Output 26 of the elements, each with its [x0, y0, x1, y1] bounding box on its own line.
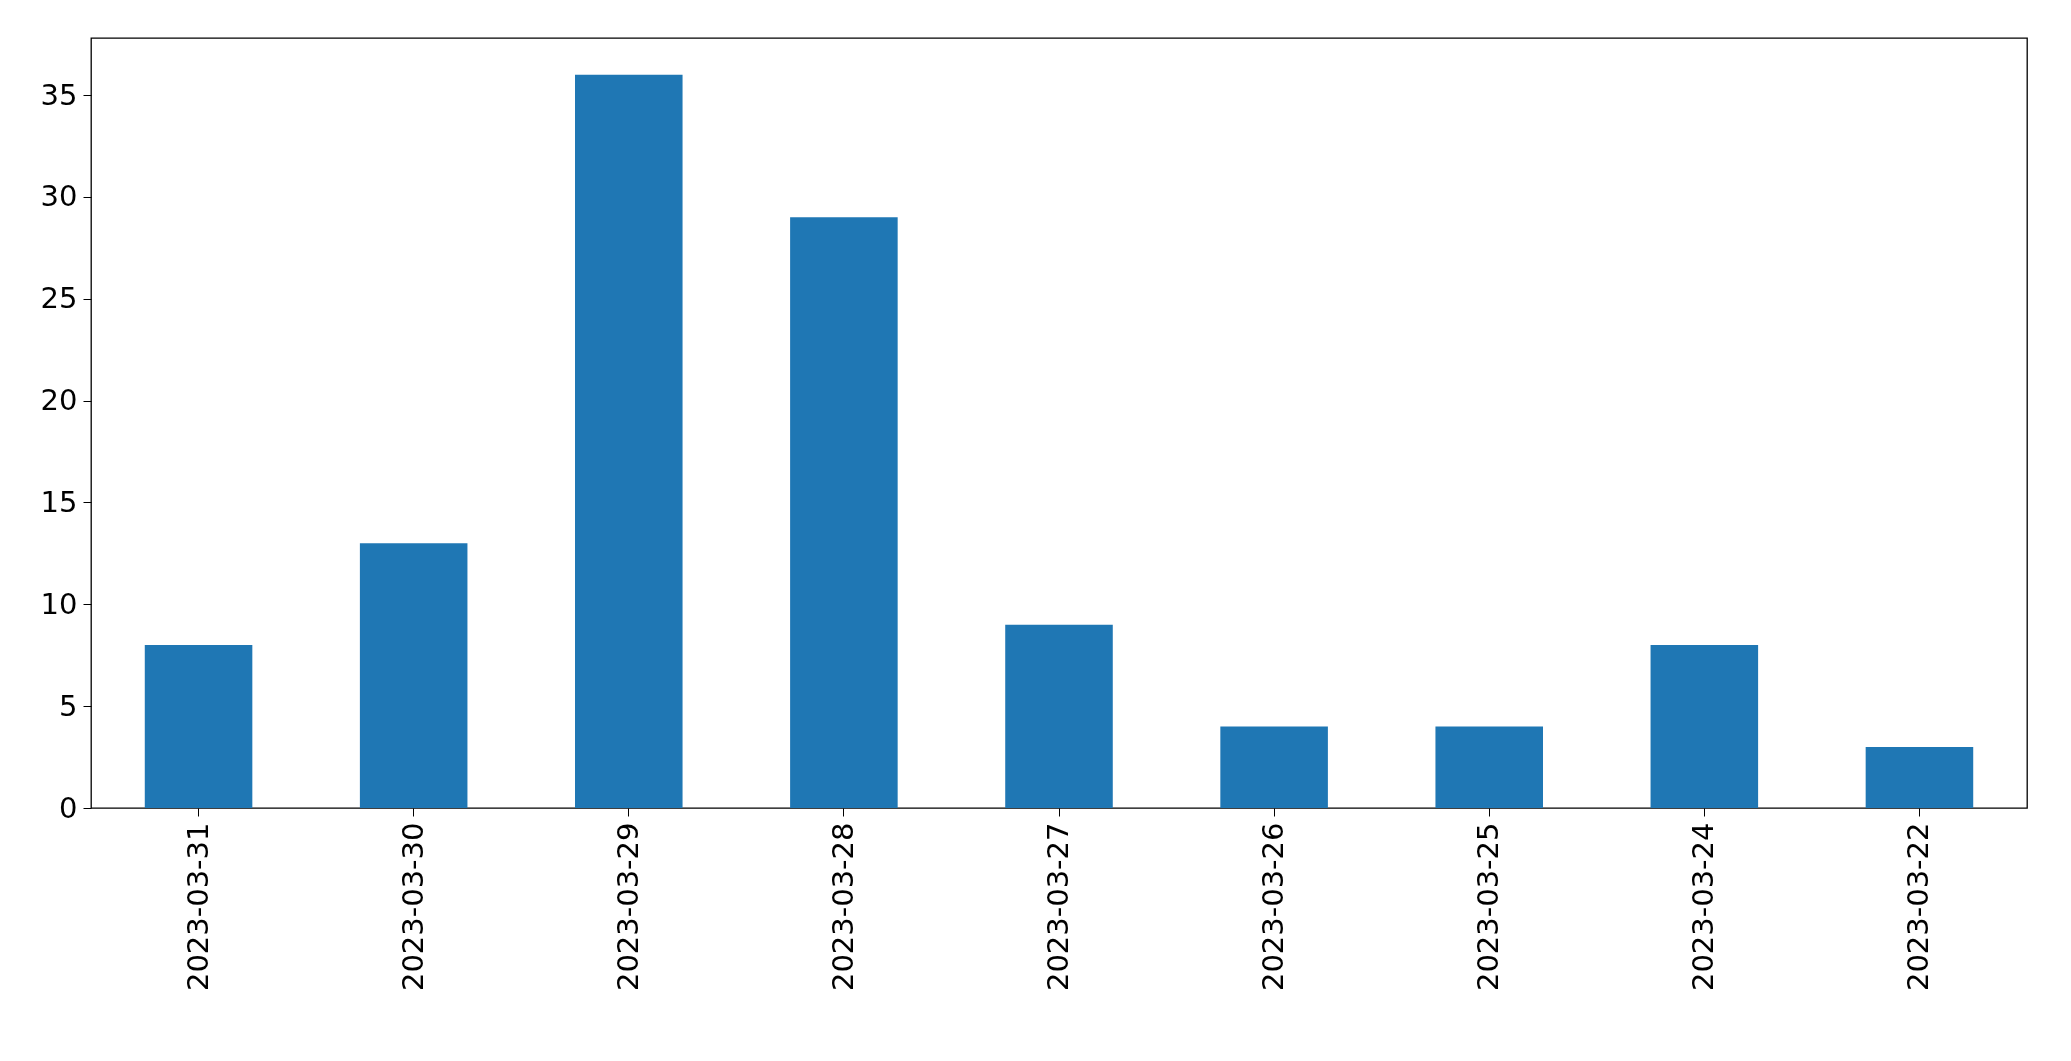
bar	[1005, 624, 1113, 808]
x-tick-label: 2023-03-24	[1686, 822, 1721, 992]
bar	[575, 74, 683, 808]
y-tick-label: 30	[40, 179, 78, 214]
y-tick-label: 5	[59, 688, 78, 723]
y-tick-label: 10	[40, 586, 78, 621]
y-tick-label: 25	[40, 281, 78, 316]
bar	[1220, 726, 1328, 808]
y-tick-label: 0	[59, 790, 78, 825]
x-tick-label: 2023-03-30	[395, 822, 430, 992]
x-tick-label: 2023-03-27	[1041, 822, 1075, 992]
bar	[1865, 746, 1974, 808]
x-tick-label: 2023-03-26	[1256, 822, 1291, 992]
bar	[1435, 726, 1543, 808]
x-tick-label: 2023-03-28	[825, 822, 860, 992]
y-tick-label: 35	[40, 77, 78, 112]
x-tick-label: 2023-03-31	[180, 822, 215, 992]
bar	[1650, 645, 1759, 808]
bar	[144, 645, 253, 808]
y-tick-label: 15	[40, 484, 78, 519]
x-tick-label: 2023-03-22	[1901, 822, 1936, 992]
x-tick-label: 2023-03-29	[610, 822, 645, 992]
bar	[359, 543, 468, 808]
x-tick-label: 2023-03-25	[1471, 822, 1506, 992]
bar	[790, 217, 898, 808]
y-tick-label: 20	[40, 383, 78, 418]
